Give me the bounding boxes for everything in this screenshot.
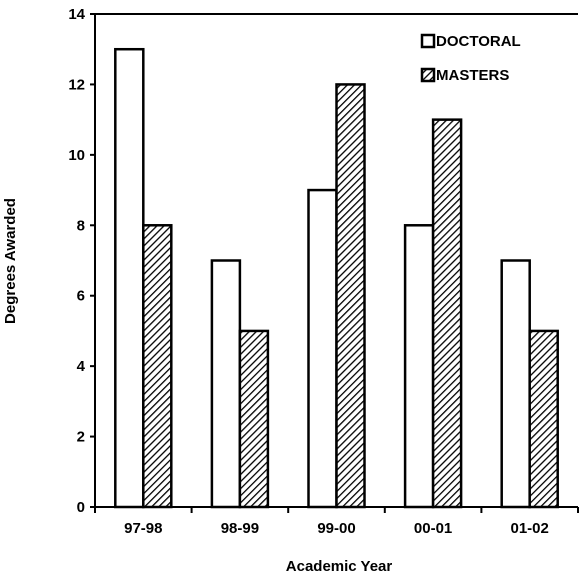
- x-ticks: 97-98 98-99 99-00 00-01 01-02: [94, 507, 579, 537]
- legend-swatch-doctoral: [420, 33, 436, 49]
- bar-doctoral-98-99: [210, 259, 242, 509]
- y-tick-label: 2: [77, 429, 85, 446]
- x-tick-label: 97-98: [124, 520, 162, 537]
- plot-area: 0 2 4 6 8 10 12 14 97-98 98-99 99-00 00-01 01-02: [68, 6, 579, 537]
- legend-swatch-masters: [420, 67, 436, 83]
- y-tick-label: 6: [77, 288, 85, 305]
- bar-doctoral-00-01: [403, 224, 435, 509]
- x-tick-label: 00-01: [414, 520, 452, 537]
- y-tick-label: 14: [68, 6, 85, 23]
- bar-masters-97-98: [142, 224, 173, 509]
- x-tick-label: 01-02: [511, 520, 549, 537]
- y-ticks: 0 2 4 6 8 10 12 14: [68, 6, 95, 516]
- y-tick-label: 0: [77, 499, 85, 516]
- y-tick-label: 4: [77, 358, 86, 375]
- legend: DOCTORAL MASTERS: [420, 33, 521, 84]
- bar-doctoral-97-98: [114, 47, 145, 509]
- x-tick-label: 99-00: [317, 520, 355, 537]
- y-tick-label: 12: [68, 76, 85, 93]
- y-tick-label: 10: [68, 147, 85, 164]
- y-tick-label: 8: [77, 217, 85, 234]
- bar-masters-98-99: [238, 329, 270, 509]
- bar-doctoral-99-00: [307, 188, 338, 509]
- x-axis-title: Academic Year: [286, 558, 393, 575]
- legend-label-masters: MASTERS: [436, 67, 509, 84]
- bars: [114, 47, 559, 509]
- legend-label-doctoral: DOCTORAL: [436, 33, 521, 50]
- bar-masters-99-00: [335, 83, 366, 509]
- bar-masters-00-01: [431, 118, 463, 509]
- bar-doctoral-01-02: [500, 259, 531, 509]
- y-axis-title: Degrees Awarded: [2, 198, 19, 324]
- x-tick-label: 98-99: [221, 520, 259, 537]
- bar-masters-01-02: [528, 329, 559, 509]
